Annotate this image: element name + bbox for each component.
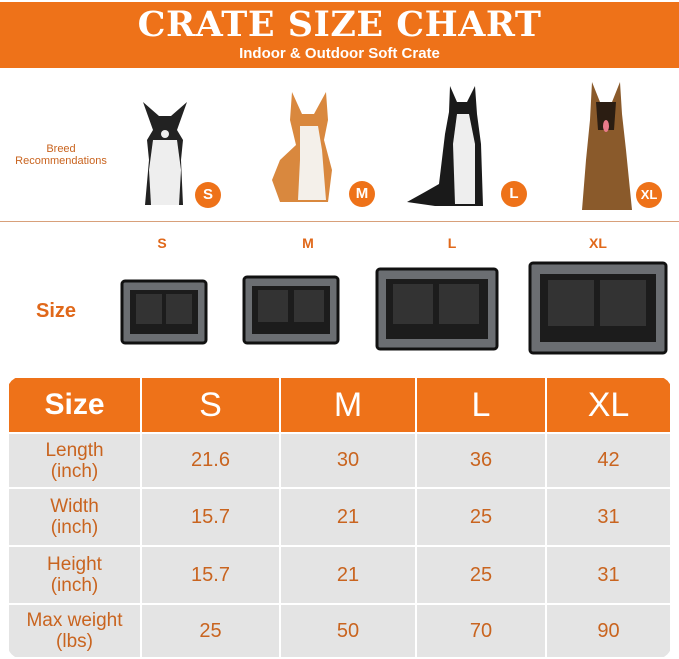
section-divider bbox=[0, 221, 679, 222]
header-s: S bbox=[142, 378, 279, 432]
cell: 31 bbox=[547, 489, 670, 545]
crate-s-image bbox=[120, 279, 208, 345]
cell: 21 bbox=[281, 489, 415, 545]
crate-size-l: L bbox=[447, 235, 457, 251]
crate-l-image bbox=[375, 267, 499, 351]
table-row: Length (inch) 21.6 30 36 42 bbox=[9, 434, 670, 487]
cell: 21 bbox=[281, 547, 415, 603]
cell: 31 bbox=[547, 547, 670, 603]
row-label: Max weight (lbs) bbox=[9, 605, 140, 657]
table-row: Max weight (lbs) 25 50 70 90 bbox=[9, 605, 670, 657]
header-banner: CRATE SIZE CHART Indoor & Outdoor Soft C… bbox=[0, 2, 679, 68]
header-m: M bbox=[281, 378, 415, 432]
row-label: Width (inch) bbox=[9, 489, 140, 545]
cell: 25 bbox=[417, 489, 545, 545]
border-collie-image bbox=[407, 86, 483, 206]
crate-size-xl: XL bbox=[589, 235, 607, 251]
crate-size-label: Size bbox=[36, 300, 77, 322]
cell: 25 bbox=[142, 605, 279, 657]
cell: 70 bbox=[417, 605, 545, 657]
corgi-image bbox=[272, 92, 332, 202]
cell: 15.7 bbox=[142, 489, 279, 545]
page-title: CRATE SIZE CHART bbox=[137, 4, 542, 45]
table-row: Height (inch) 15.7 21 25 31 bbox=[9, 547, 670, 603]
crate-m-image bbox=[242, 275, 340, 345]
table-row: Width (inch) 15.7 21 25 31 bbox=[9, 489, 670, 545]
table-header-row: Size S M L XL bbox=[9, 378, 670, 432]
row-label: Length (inch) bbox=[9, 434, 140, 487]
header-l: L bbox=[417, 378, 545, 432]
cell: 25 bbox=[417, 547, 545, 603]
size-badge-xl: XL bbox=[636, 182, 662, 208]
size-table: Size S M L XL Length (inch) 21.6 30 36 42… bbox=[7, 376, 672, 659]
size-badge-m: M bbox=[349, 181, 375, 207]
page-subtitle: Indoor & Outdoor Soft Crate bbox=[239, 45, 440, 62]
cell: 90 bbox=[547, 605, 670, 657]
size-badge-s: S bbox=[195, 182, 221, 208]
header-size: Size bbox=[9, 378, 140, 432]
cell: 42 bbox=[547, 434, 670, 487]
french-bulldog-image bbox=[143, 102, 187, 205]
crate-xl-image bbox=[528, 261, 668, 355]
breed-recommendations-label: Breed Recommendations bbox=[15, 143, 107, 167]
german-shepherd-image bbox=[582, 82, 632, 210]
cell: 36 bbox=[417, 434, 545, 487]
row-label: Height (inch) bbox=[9, 547, 140, 603]
header-xl: XL bbox=[547, 378, 670, 432]
crate-size-m: M bbox=[302, 235, 314, 251]
crate-size-s: S bbox=[157, 235, 167, 251]
cell: 15.7 bbox=[142, 547, 279, 603]
cell: 50 bbox=[281, 605, 415, 657]
cell: 30 bbox=[281, 434, 415, 487]
cell: 21.6 bbox=[142, 434, 279, 487]
size-badge-l: L bbox=[501, 181, 527, 207]
